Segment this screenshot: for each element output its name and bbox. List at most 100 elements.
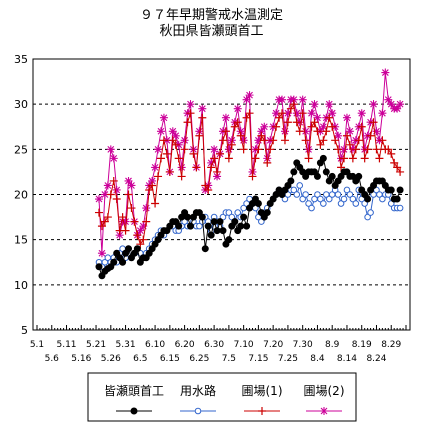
series-2 [94,100,405,249]
data-point-3-66 [289,95,298,104]
legend-label-1: 用水路 [180,383,216,398]
data-point-3-7 [115,231,124,240]
data-point-3-69 [298,95,307,104]
data-point-3-56 [260,122,269,131]
data-point-1-86 [349,195,357,203]
data-point-3-10 [124,176,133,185]
data-point-2-58 [266,145,275,154]
data-point-1-96 [379,195,386,203]
data-point-3-43 [221,113,230,122]
data-point-3-76 [319,122,328,131]
plot-frame [32,58,411,331]
x-tick-label-upper-6: 6.30 [204,340,224,350]
chart-title: ９７年早期警戒水温測定 秋田県皆瀬頭首工 [0,8,423,40]
data-point-2-89 [357,122,366,131]
x-tick-label-upper-11: 8.19 [352,340,372,350]
data-point-2-69 [298,109,307,118]
data-point-2-88 [354,136,363,145]
data-point-2-39 [210,154,219,163]
data-point-3-39 [210,145,219,154]
data-point-0-27 [175,222,183,230]
data-point-0-44 [225,236,233,244]
data-point-1-74 [314,191,321,198]
data-point-2-51 [245,109,254,118]
data-point-2-12 [130,217,139,226]
data-point-3-4 [106,145,115,154]
data-point-2-6 [112,195,121,204]
x-tick-label-upper-5: 6.20 [175,340,195,350]
data-point-1-85 [346,191,354,198]
data-point-2-41 [216,149,225,158]
data-point-2-94 [372,145,381,154]
data-point-2-46 [230,122,239,131]
data-point-0-77 [322,168,330,176]
data-point-2-56 [260,136,269,145]
data-point-2-32 [189,149,198,158]
data-point-0-5 [110,258,118,266]
data-point-3-60 [272,109,281,118]
data-point-0-31 [187,222,195,230]
data-point-3-51 [245,91,254,100]
data-point-2-29 [180,145,189,154]
data-point-2-61 [275,113,284,122]
data-point-2-86 [348,154,357,163]
data-point-0-50 [243,222,251,230]
data-point-2-8 [118,213,127,222]
data-point-0-46 [231,218,239,226]
x-tick-label-lower-7: 7.15 [248,354,268,364]
data-point-3-81 [334,131,343,140]
data-point-0-74 [313,172,321,180]
data-point-3-47 [233,104,242,113]
data-point-2-3 [103,213,112,222]
data-point-1-70 [302,191,309,198]
data-point-2-78 [325,113,334,122]
data-point-2-76 [319,136,328,145]
data-point-2-17 [145,185,154,194]
data-point-0-30 [184,213,192,221]
data-point-0-42 [219,227,227,235]
data-point-3-102 [396,100,405,109]
data-point-3-28 [177,163,186,172]
data-point-2-1 [97,222,106,231]
x-tick-label-upper-3: 5.31 [116,340,136,350]
data-point-3-22 [159,113,168,122]
data-point-0-48 [237,222,245,230]
data-point-2-60 [272,122,281,131]
data-point-3-20 [154,145,163,154]
data-point-2-30 [183,118,192,127]
data-point-2-49 [239,145,248,154]
data-point-2-11 [127,204,136,213]
data-point-3-29 [180,136,189,145]
data-point-2-63 [280,136,289,145]
data-point-2-99 [387,149,396,158]
y-tick-label-0: 5 [21,324,28,337]
data-point-3-83 [340,145,349,154]
x-tick-label-lower-6: 7.5 [222,354,236,364]
x-tick-label-lower-2: 5.26 [101,354,121,364]
data-point-3-89 [357,109,366,118]
data-point-2-9 [121,226,130,235]
data-point-2-35 [198,113,207,122]
data-point-3-62 [278,95,287,104]
data-point-3-3 [103,181,112,190]
data-point-3-71 [304,145,313,154]
data-point-0-91 [364,195,372,203]
data-point-2-24 [165,167,174,176]
data-point-2-74 [313,127,322,136]
y-tick-label-4: 25 [14,143,28,156]
data-point-2-83 [340,154,349,163]
data-point-2-28 [177,172,186,181]
data-point-2-102 [396,167,405,176]
data-point-2-62 [278,109,287,118]
data-point-2-59 [269,136,278,145]
data-point-1-34 [196,222,203,230]
data-point-3-18 [148,176,157,185]
y-tick-label-5: 30 [14,98,28,111]
data-point-2-55 [257,131,266,140]
data-point-3-34 [195,127,204,136]
data-point-0-65 [287,177,295,185]
x-tick-label-upper-9: 7.30 [293,340,313,350]
data-point-3-72 [307,109,316,118]
data-point-2-13 [133,231,142,240]
data-point-2-15 [139,235,148,244]
